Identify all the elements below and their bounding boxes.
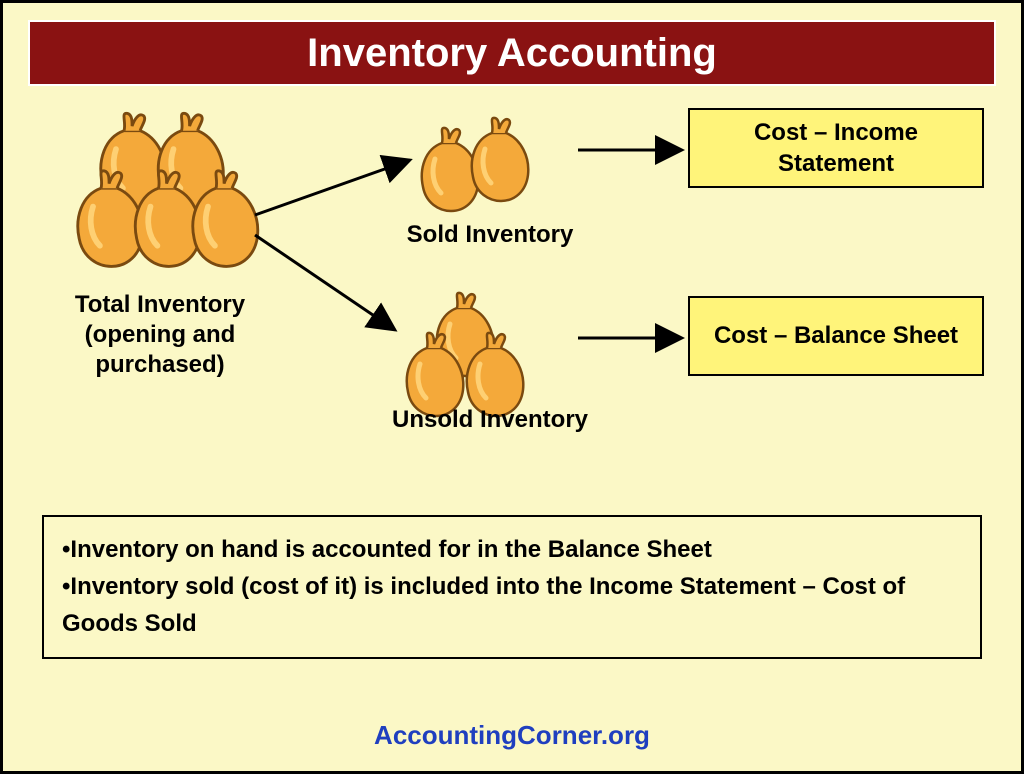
bags-sold-icon xyxy=(415,115,537,217)
balance-sheet-text: Cost – Balance Sheet xyxy=(714,320,958,351)
income-statement-box: Cost – Income Statement xyxy=(688,108,984,188)
footer-link: AccountingCorner.org xyxy=(0,720,1024,751)
notes-bullet: •Inventory on hand is accounted for in t… xyxy=(62,531,962,568)
unsold-inventory-label: Unsold Inventory xyxy=(365,405,615,435)
title-bar: Inventory Accounting xyxy=(28,20,996,86)
income-statement-text: Cost – Income Statement xyxy=(702,117,970,179)
title-text: Inventory Accounting xyxy=(307,31,717,76)
total-inventory-label: Total Inventory (opening and purchased) xyxy=(45,290,275,380)
sold-inventory-label: Sold Inventory xyxy=(380,220,600,250)
notes-box: •Inventory on hand is accounted for in t… xyxy=(42,515,982,659)
notes-bullet: •Inventory sold (cost of it) is included… xyxy=(62,568,962,642)
bags-total-icon xyxy=(70,110,268,273)
balance-sheet-box: Cost – Balance Sheet xyxy=(688,296,984,376)
bags-unsold-icon xyxy=(400,290,532,422)
